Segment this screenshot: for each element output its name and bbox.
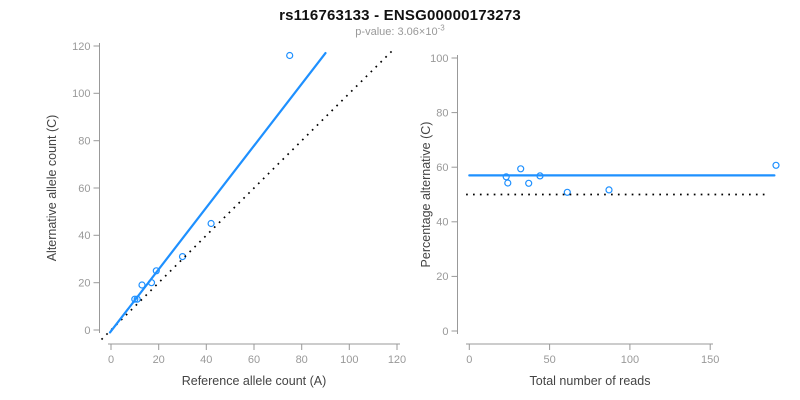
- x-tick-label: 80: [296, 354, 308, 366]
- y-axis-title: Alternative allele count (C): [45, 115, 59, 262]
- data-point: [131, 295, 139, 303]
- data-point: [504, 179, 512, 187]
- data-point: [525, 179, 533, 187]
- y-tick-label: 0: [84, 325, 90, 337]
- x-tick-label: 0: [466, 354, 472, 366]
- figure-title: rs116763133 - ENSG00000173273: [279, 7, 521, 24]
- x-tick-label: 50: [543, 354, 555, 366]
- y-tick-label: 40: [436, 217, 448, 229]
- y-tick-label: 60: [436, 162, 448, 174]
- x-tick-label: 60: [248, 354, 260, 366]
- y-tick-label: 60: [78, 183, 90, 195]
- reference-line: [100, 47, 396, 341]
- y-tick-label: 80: [78, 136, 90, 148]
- data-point: [772, 161, 780, 169]
- x-axis-title: Reference allele count (A): [182, 374, 327, 388]
- allele-counts-scatter: 0 20 40 60 80 100 120 0 20 40 60 80 100 120 Reference …: [45, 41, 406, 388]
- p-value-text: p-value: 3.06×10: [355, 26, 438, 38]
- x-tick-label: 0: [108, 354, 114, 366]
- x-tick-label: 100: [340, 354, 358, 366]
- data-point: [563, 188, 571, 196]
- x-tick-label: 120: [388, 354, 406, 366]
- y-tick-label: 20: [436, 271, 448, 283]
- data-point: [605, 186, 613, 194]
- fit-line: [108, 51, 327, 334]
- x-tick-label: 40: [200, 354, 212, 366]
- y-tick-label: 80: [436, 107, 448, 119]
- x-tick-label: 150: [701, 354, 719, 366]
- data-point: [286, 51, 294, 60]
- y-tick-label: 100: [72, 88, 90, 100]
- p-value-exponent: -3: [437, 23, 445, 33]
- y-tick-label: 0: [442, 326, 448, 338]
- x-axis-title: Total number of reads: [530, 374, 651, 388]
- y-tick-label: 20: [78, 278, 90, 290]
- y-tick-label: 40: [78, 230, 90, 242]
- y-axis-title: Percentage alternative (C): [419, 122, 433, 268]
- figure-subtitle: p-value: 3.06×10-3: [0, 23, 800, 38]
- data-point: [517, 165, 525, 173]
- data-point: [207, 219, 215, 228]
- percentage-vs-reads-scatter: 0 20 40 60 80 100 0 50 100 150 Total number of rea…: [419, 53, 780, 388]
- y-tick-label: 120: [72, 41, 90, 53]
- y-tick-label: 100: [430, 53, 448, 65]
- x-tick-label: 100: [621, 354, 639, 366]
- data-point: [138, 281, 146, 289]
- x-tick-label: 20: [153, 354, 165, 366]
